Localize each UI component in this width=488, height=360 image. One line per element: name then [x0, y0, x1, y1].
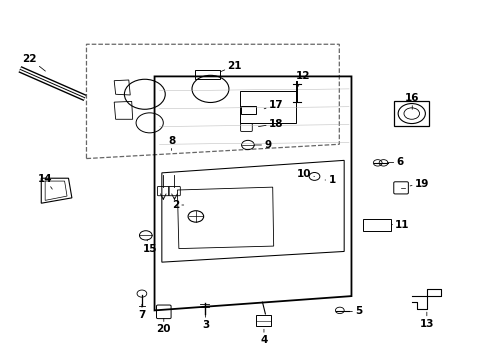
Text: 2: 2	[171, 200, 183, 210]
Text: 19: 19	[409, 179, 428, 189]
Text: 1: 1	[325, 175, 335, 185]
Text: 3: 3	[202, 314, 209, 330]
Text: 20: 20	[156, 319, 171, 334]
Text: 9: 9	[254, 140, 271, 150]
Text: 14: 14	[38, 174, 52, 189]
Text: 12: 12	[295, 71, 309, 86]
Text: 7: 7	[138, 304, 145, 320]
Text: 21: 21	[220, 61, 242, 72]
Text: 17: 17	[264, 100, 283, 110]
Text: 16: 16	[404, 93, 419, 109]
Text: 8: 8	[167, 136, 175, 150]
Text: 5: 5	[347, 306, 362, 316]
Text: 18: 18	[258, 118, 283, 129]
Text: 13: 13	[419, 312, 433, 329]
Text: 11: 11	[391, 220, 409, 230]
Text: 15: 15	[142, 240, 157, 253]
Text: 4: 4	[260, 329, 267, 345]
Text: 22: 22	[22, 54, 45, 71]
Text: 6: 6	[386, 157, 403, 167]
Text: 10: 10	[296, 169, 314, 179]
